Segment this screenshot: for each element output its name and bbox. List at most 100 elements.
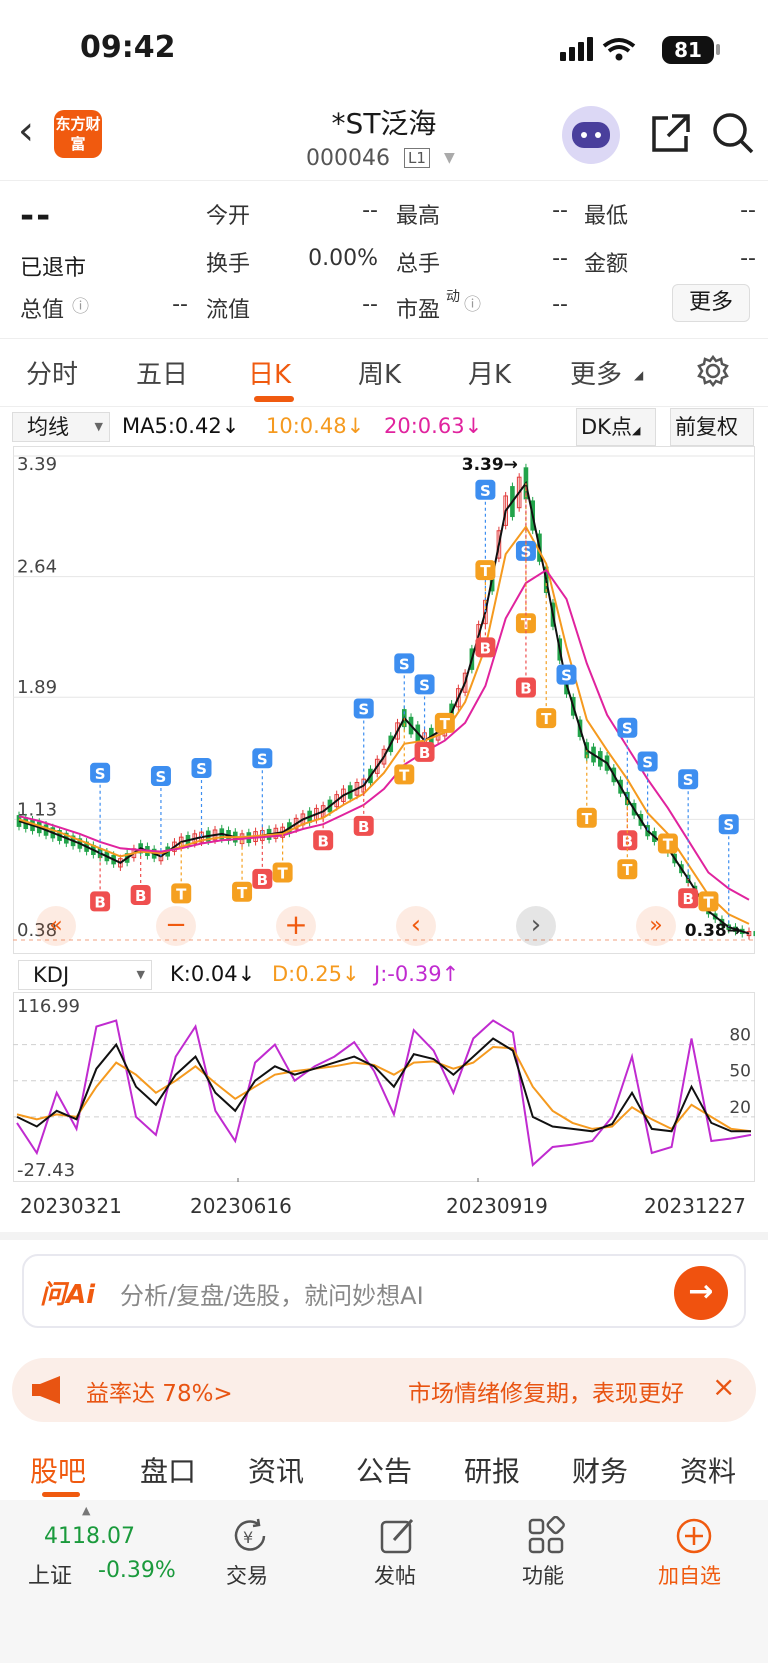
dk-label: DK点 xyxy=(581,415,632,439)
add-watchlist-icon[interactable] xyxy=(674,1516,714,1556)
signal-marker xyxy=(353,698,374,719)
open-label: 今开 xyxy=(206,204,251,229)
zoom-out-button[interactable]: − xyxy=(156,906,196,946)
signal-label: B xyxy=(622,832,633,850)
info-icon[interactable]: ⓘ xyxy=(72,297,89,317)
rewind-button[interactable]: « xyxy=(36,906,76,946)
settings-icon[interactable] xyxy=(696,354,730,388)
tab-finance[interactable]: 财务 xyxy=(572,1455,629,1488)
tab-pankou[interactable]: 盘口 xyxy=(140,1455,197,1488)
ma20-text: 20:0.63 xyxy=(384,414,465,438)
ai-robot-avatar[interactable] xyxy=(562,106,620,164)
ma10-value: 10:0.48↓ xyxy=(266,414,365,438)
signal-marker xyxy=(90,891,111,912)
tab-weekly-k[interactable]: 周K xyxy=(358,360,402,390)
index-name[interactable]: 上证 xyxy=(28,1564,73,1589)
candle xyxy=(395,722,400,740)
functions-label[interactable]: 功能 xyxy=(522,1564,564,1588)
signal-marker xyxy=(556,664,577,685)
back-icon[interactable]: ‹ xyxy=(18,108,34,154)
signal-label: S xyxy=(561,667,572,685)
battery-icon xyxy=(716,44,720,55)
tab-intraday[interactable]: 分时 xyxy=(26,360,79,390)
ma-select[interactable]: 均线 ▼ xyxy=(12,412,110,442)
high-label: 最高 xyxy=(396,204,441,229)
kdj-level-label: 20 xyxy=(729,1098,751,1118)
ask-ai-input[interactable]: 问Ai 分析/复盘/选股，就问妙想AI → xyxy=(22,1254,746,1328)
next-button[interactable]: › xyxy=(516,906,556,946)
chevron-up-icon[interactable]: ▲ xyxy=(82,1504,91,1517)
tab-announcements[interactable]: 公告 xyxy=(356,1455,413,1488)
add-watchlist-label[interactable]: 加自选 xyxy=(658,1564,721,1588)
status-time: 09:42 xyxy=(80,30,176,65)
signal-marker xyxy=(475,560,496,581)
float-value-label: 流值 xyxy=(206,298,251,323)
divider xyxy=(0,406,768,407)
promo-banner[interactable]: 益率达 78%> 市场情绪修复期，表现更好 × xyxy=(12,1358,756,1422)
divider xyxy=(0,338,768,339)
signal-label: B xyxy=(419,744,430,762)
status-bar: 09:42 81 xyxy=(0,0,768,100)
signal-marker xyxy=(576,807,597,828)
functions-icon[interactable] xyxy=(526,1516,566,1556)
signal-label: S xyxy=(358,700,369,718)
tab-news[interactable]: 资讯 xyxy=(248,1455,305,1488)
kdj-chart[interactable]: 80 50 20 116.99 -27.43 xyxy=(13,992,755,1182)
kdj-d: D:0.25↓ xyxy=(272,962,360,986)
prev-button[interactable]: ‹ xyxy=(396,906,436,946)
zoom-in-button[interactable]: + xyxy=(276,906,316,946)
level-badge[interactable]: L1 xyxy=(404,148,430,168)
signal-marker xyxy=(475,479,496,500)
signal-marker xyxy=(272,862,293,883)
ai-logo: 问Ai xyxy=(40,1280,96,1310)
tab-profile[interactable]: 资料 xyxy=(680,1455,737,1488)
signal-marker xyxy=(515,613,536,634)
svg-text:¥: ¥ xyxy=(243,1528,253,1547)
signal-label: S xyxy=(642,754,653,772)
index-change[interactable]: -0.39% xyxy=(98,1558,176,1583)
section-gap xyxy=(0,1232,768,1240)
signal-marker xyxy=(617,830,638,851)
signal-label: T xyxy=(703,893,714,911)
low-value: -- xyxy=(740,198,756,223)
high-value: -- xyxy=(552,198,568,223)
ma5-text: MA5:0.42 xyxy=(122,414,222,438)
turnover-label: 换手 xyxy=(206,252,251,277)
kdj-d-text: D:0.25 xyxy=(272,962,343,986)
volume-value: -- xyxy=(552,246,568,271)
candle xyxy=(503,495,508,526)
banner-right-text: 市场情绪修复期，表现更好 xyxy=(408,1381,684,1407)
tab-guba[interactable]: 股吧 xyxy=(30,1455,87,1488)
kdj-k-line xyxy=(16,1037,751,1133)
search-icon[interactable] xyxy=(710,110,758,158)
dk-point-button[interactable]: DK点◢ xyxy=(576,408,656,446)
trade-icon[interactable]: ¥ xyxy=(230,1516,270,1556)
tab-five-day[interactable]: 五日 xyxy=(136,360,189,390)
kdj-select[interactable]: KDJ ▼ xyxy=(18,960,152,990)
chevron-down-icon[interactable]: ▼ xyxy=(444,150,455,166)
tab-daily-k[interactable]: 日K xyxy=(248,360,292,390)
post-icon[interactable] xyxy=(378,1516,418,1556)
send-arrow-button[interactable]: → xyxy=(674,1266,728,1320)
tab-monthly-k[interactable]: 月K xyxy=(468,360,512,390)
info-icon[interactable]: ⓘ xyxy=(464,295,481,315)
signal-marker xyxy=(353,815,374,836)
active-subtab-indicator xyxy=(42,1492,80,1497)
megaphone-icon xyxy=(32,1376,60,1404)
signal-label: S xyxy=(480,482,491,500)
candle xyxy=(374,758,380,774)
more-button[interactable]: 更多 xyxy=(672,284,750,322)
signal-label: T xyxy=(176,885,187,903)
index-value[interactable]: 4118.07 xyxy=(44,1524,135,1549)
tab-more[interactable]: 更多 xyxy=(570,360,623,390)
share-icon[interactable] xyxy=(648,112,692,156)
trade-label[interactable]: 交易 xyxy=(226,1564,268,1588)
app-logo[interactable]: 东方财富 xyxy=(54,110,102,158)
kdj-bottom-label: -27.43 xyxy=(17,1160,75,1181)
close-icon[interactable]: × xyxy=(712,1370,736,1403)
post-label[interactable]: 发帖 xyxy=(374,1564,416,1588)
tab-research[interactable]: 研报 xyxy=(464,1455,521,1488)
adjust-button[interactable]: 前复权 xyxy=(670,408,754,446)
fast-forward-button[interactable]: » xyxy=(636,906,676,946)
